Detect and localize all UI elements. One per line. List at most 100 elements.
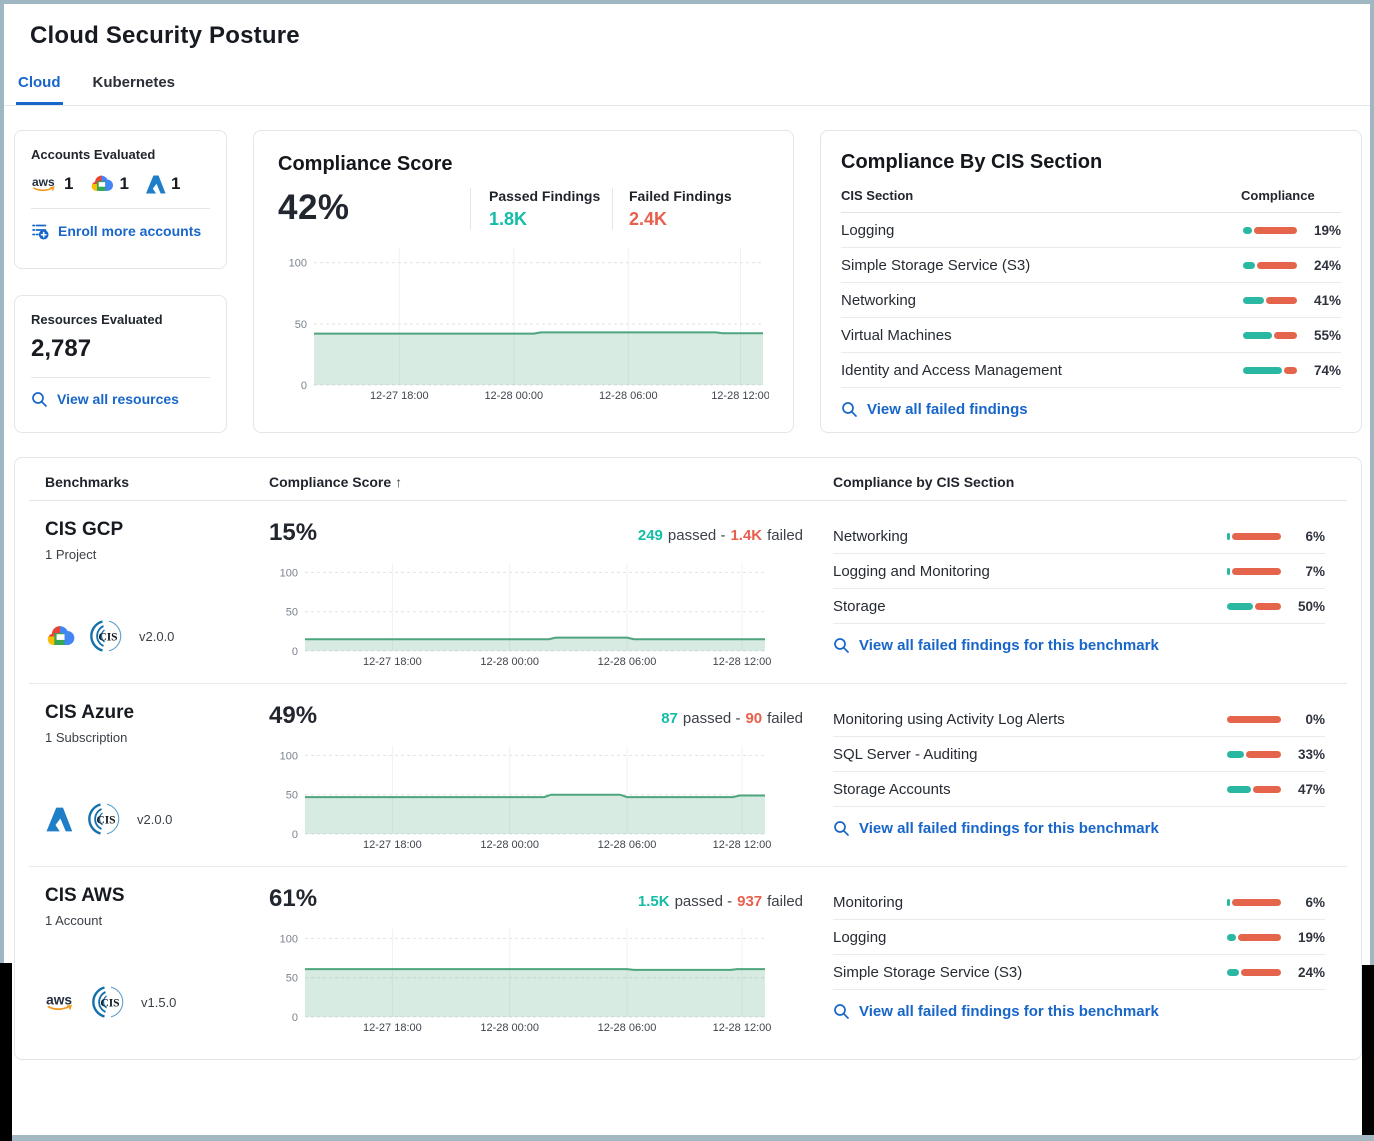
svg-text:12-28 06:00: 12-28 06:00	[598, 1022, 657, 1034]
svg-text:12-28 00:00: 12-28 00:00	[480, 656, 539, 668]
svg-text:CIS: CIS	[100, 998, 119, 1010]
svg-text:0: 0	[292, 1012, 298, 1024]
enroll-accounts-icon	[32, 224, 49, 240]
table-row: Simple Storage Service (S3) 24%	[833, 955, 1325, 990]
benchmark-scope: 1 Account	[45, 913, 103, 928]
view-all-failed-findings-label: View all failed findings	[867, 401, 1028, 418]
compliance-bar	[1227, 602, 1281, 610]
svg-text:12-28 12:00: 12-28 12:00	[711, 390, 769, 402]
table-row: Simple Storage Service (S3) 24%	[841, 248, 1341, 283]
svg-text:0: 0	[301, 380, 307, 392]
svg-text:12-28 06:00: 12-28 06:00	[598, 656, 657, 668]
svg-text:12-27 18:00: 12-27 18:00	[363, 839, 422, 851]
svg-text:12-28 00:00: 12-28 00:00	[484, 390, 543, 402]
azure-account-count: 1	[145, 174, 180, 194]
background-strip-right	[1362, 965, 1374, 1135]
svg-text:12-28 12:00: 12-28 12:00	[713, 839, 771, 851]
compliance-bar	[1227, 715, 1281, 723]
compliance-bar	[1227, 785, 1281, 793]
resources-evaluated-card: Resources Evaluated 2,787 View all resou…	[14, 294, 227, 433]
view-all-failed-findings-link[interactable]: View all failed findings	[841, 401, 1341, 418]
svg-text:12-27 18:00: 12-27 18:00	[363, 656, 422, 668]
cis-section-table: CIS Section Compliance Logging 19% Simpl…	[841, 188, 1341, 388]
page-title: Cloud Security Posture	[30, 22, 300, 49]
cis-table-header: CIS Section Compliance	[841, 188, 1341, 213]
aws-account-count: aws 1	[32, 174, 74, 193]
col-compliance-score-sort[interactable]: Compliance Score ↑	[269, 474, 403, 490]
cis-azure-trend-chart: 12-27 18:00 12-28 00:00 12-28 06:00 12-28 1…	[269, 738, 771, 854]
failed-findings-stat: Failed Findings 2.4K	[612, 188, 732, 230]
svg-text:aws: aws	[32, 175, 55, 189]
divider	[31, 376, 210, 378]
accounts-evaluated-card: Accounts Evaluated aws 1	[14, 130, 227, 269]
table-row: Storage Accounts 47%	[833, 772, 1325, 807]
svg-text:CIS: CIS	[98, 632, 117, 644]
cis-logo: CIS	[92, 986, 124, 1018]
svg-text:12-28 12:00: 12-28 12:00	[713, 1022, 771, 1034]
window-bottom-edge	[0, 1135, 1374, 1141]
col-compliance: Compliance	[1241, 188, 1315, 203]
benchmarks-panel: Benchmarks Compliance Score ↑ Compliance …	[14, 457, 1362, 1060]
overall-score-value: 42%	[278, 188, 350, 227]
aws-icon: aws	[46, 992, 72, 1011]
gcp-icon	[47, 625, 75, 645]
view-failed-findings-benchmark-link[interactable]: View all failed findings for this benchm…	[833, 1003, 1325, 1020]
svg-text:100: 100	[280, 750, 298, 762]
svg-text:12-28 00:00: 12-28 00:00	[480, 839, 539, 851]
search-icon	[834, 821, 849, 836]
svg-text:100: 100	[280, 933, 298, 945]
azure-icon	[145, 174, 166, 194]
svg-text:0: 0	[292, 829, 298, 841]
search-icon	[842, 402, 857, 417]
summary-cards-row: Accounts Evaluated aws 1	[14, 130, 1362, 433]
gcp-account-count: 1	[89, 174, 129, 194]
passed-findings-stat: Passed Findings 1.8K	[470, 188, 612, 230]
cis-logo: CIS	[90, 620, 122, 652]
view-failed-findings-benchmark-link[interactable]: View all failed findings for this benchm…	[833, 820, 1325, 837]
benchmark-score: 61%	[269, 885, 318, 912]
view-all-resources-link[interactable]: View all resources	[31, 391, 210, 408]
search-icon	[834, 638, 849, 653]
benchmark-scope: 1 Project	[45, 547, 97, 562]
benchmark-pass-fail: 1.5K passed - 937 failed	[637, 893, 803, 910]
benchmark-row-cis-aws: CIS AWS 1 Account aws CIS v1.5.0 61%	[29, 867, 1347, 1049]
svg-text:0: 0	[292, 646, 298, 658]
search-icon	[32, 391, 47, 407]
passed-findings-label: Passed Findings	[489, 188, 601, 204]
svg-text:12-27 18:00: 12-27 18:00	[363, 1022, 422, 1034]
compliance-bar	[1227, 898, 1281, 906]
enroll-more-accounts-link[interactable]: Enroll more accounts	[31, 222, 210, 240]
table-row: Monitoring 6%	[833, 885, 1325, 920]
compliance-bar	[1227, 750, 1281, 758]
compliance-bar	[1227, 968, 1281, 976]
cis-aws-trend-chart: 12-27 18:00 12-28 00:00 12-28 06:00 12-28 1…	[269, 921, 771, 1037]
benchmark-row-cis-gcp: CIS GCP 1 Project	[29, 501, 1347, 684]
failed-findings-value: 2.4K	[629, 209, 668, 229]
compliance-by-cis-section-card: Compliance By CIS Section CIS Section Co…	[820, 130, 1362, 433]
tab-cloud[interactable]: Cloud	[16, 74, 63, 105]
col-benchmarks: Benchmarks	[45, 474, 130, 490]
svg-text:aws: aws	[46, 992, 72, 1007]
table-row: SQL Server - Auditing 33%	[833, 737, 1325, 772]
compliance-bar	[1227, 933, 1281, 941]
col-compliance-by-cis-section: Compliance by CIS Section	[833, 474, 1015, 490]
benchmark-pass-fail: 249 passed - 1.4K failed	[637, 527, 803, 544]
table-row: Logging 19%	[833, 920, 1325, 955]
provider-counts: aws 1	[31, 174, 210, 194]
svg-text:12-28 12:00: 12-28 12:00	[713, 656, 771, 668]
compliance-score-card: Compliance Score 42% Passed Findings 1.8…	[253, 130, 794, 433]
tab-kubernetes[interactable]: Kubernetes	[92, 74, 176, 91]
table-row: Logging 19%	[841, 213, 1341, 248]
benchmark-score: 49%	[269, 702, 318, 729]
compliance-bar	[1243, 226, 1297, 234]
svg-text:50: 50	[286, 973, 298, 985]
benchmark-version: v1.5.0	[141, 994, 177, 1010]
table-row: Virtual Machines 55%	[841, 318, 1341, 353]
benchmark-score: 15%	[269, 519, 318, 546]
view-failed-findings-benchmark-link[interactable]: View all failed findings for this benchm…	[833, 637, 1325, 654]
tab-bar: Cloud Kubernetes	[0, 74, 1374, 106]
score-summary: 42% Passed Findings 1.8K Failed Findings…	[278, 188, 769, 230]
enroll-more-accounts-label: Enroll more accounts	[58, 223, 202, 239]
compliance-bar	[1243, 366, 1297, 374]
search-icon	[834, 1004, 849, 1019]
